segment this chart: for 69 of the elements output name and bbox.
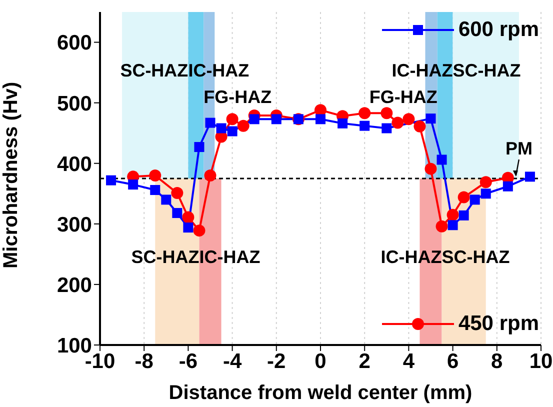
- point: [436, 154, 447, 165]
- point: [448, 220, 458, 230]
- point: [183, 222, 194, 233]
- x-tick-label: 8: [491, 350, 504, 373]
- point: [194, 142, 204, 152]
- x-tick-label: 0: [314, 350, 326, 373]
- point: [193, 224, 206, 237]
- point: [458, 191, 470, 204]
- y-tick-label: 600: [56, 32, 92, 55]
- point: [502, 181, 513, 192]
- band-label: SC-HAZ: [120, 60, 188, 80]
- point: [446, 208, 459, 221]
- x-tick-label: 4: [402, 350, 415, 373]
- band-label: IC-HAZ: [380, 246, 442, 267]
- x-tick-label: 2: [358, 350, 370, 373]
- point: [380, 107, 393, 120]
- point: [524, 172, 535, 182]
- point: [458, 210, 469, 220]
- point: [360, 120, 370, 131]
- band-label: SC-HAZ: [131, 246, 200, 267]
- point: [249, 114, 260, 124]
- band-label: SC-HAZ: [442, 246, 510, 267]
- band-label: SC-HAZ: [452, 60, 521, 80]
- point: [106, 175, 116, 186]
- point: [338, 118, 348, 128]
- x-tick-label: -8: [134, 350, 154, 373]
- point: [470, 194, 480, 205]
- point: [205, 118, 216, 128]
- point: [358, 107, 371, 120]
- legend-label: 450 rpm: [458, 312, 539, 336]
- point: [227, 126, 238, 136]
- x-tick-label: 6: [446, 350, 459, 373]
- annotation: PM: [505, 138, 532, 158]
- point: [424, 162, 437, 175]
- x-tick-label: -6: [178, 350, 198, 373]
- point: [204, 169, 216, 182]
- point: [480, 176, 492, 188]
- point: [402, 113, 415, 126]
- point: [480, 188, 491, 199]
- x-axis-title: Distance from weld center (mm): [168, 382, 472, 404]
- point: [149, 169, 162, 182]
- x-tick-label: -2: [267, 350, 286, 373]
- y-axis-title: Microhardness (Hv): [0, 82, 22, 268]
- x-tick-label: 10: [529, 350, 553, 373]
- y-tick-label: 400: [56, 152, 92, 176]
- point: [128, 180, 138, 190]
- point: [392, 116, 404, 129]
- point: [426, 114, 436, 124]
- point: [316, 114, 326, 124]
- legend-label: 600 rpm: [458, 18, 539, 42]
- band-label: IC-HAZ: [199, 246, 260, 267]
- point: [171, 187, 184, 200]
- y-tick-label: 500: [56, 92, 92, 116]
- point: [271, 114, 282, 124]
- x-tick-label: -4: [222, 350, 242, 373]
- y-tick-label: 200: [56, 274, 92, 297]
- point: [237, 120, 250, 132]
- point: [382, 123, 392, 134]
- point: [150, 185, 160, 196]
- point: [414, 120, 426, 132]
- point: [216, 123, 226, 134]
- point: [161, 194, 172, 205]
- point: [172, 208, 182, 218]
- point: [436, 220, 448, 232]
- band-label: FG-HAZ: [204, 86, 272, 107]
- y-tick-label: 300: [56, 213, 92, 236]
- band-label: FG-HAZ: [369, 86, 438, 107]
- point: [226, 113, 238, 126]
- point: [182, 211, 194, 224]
